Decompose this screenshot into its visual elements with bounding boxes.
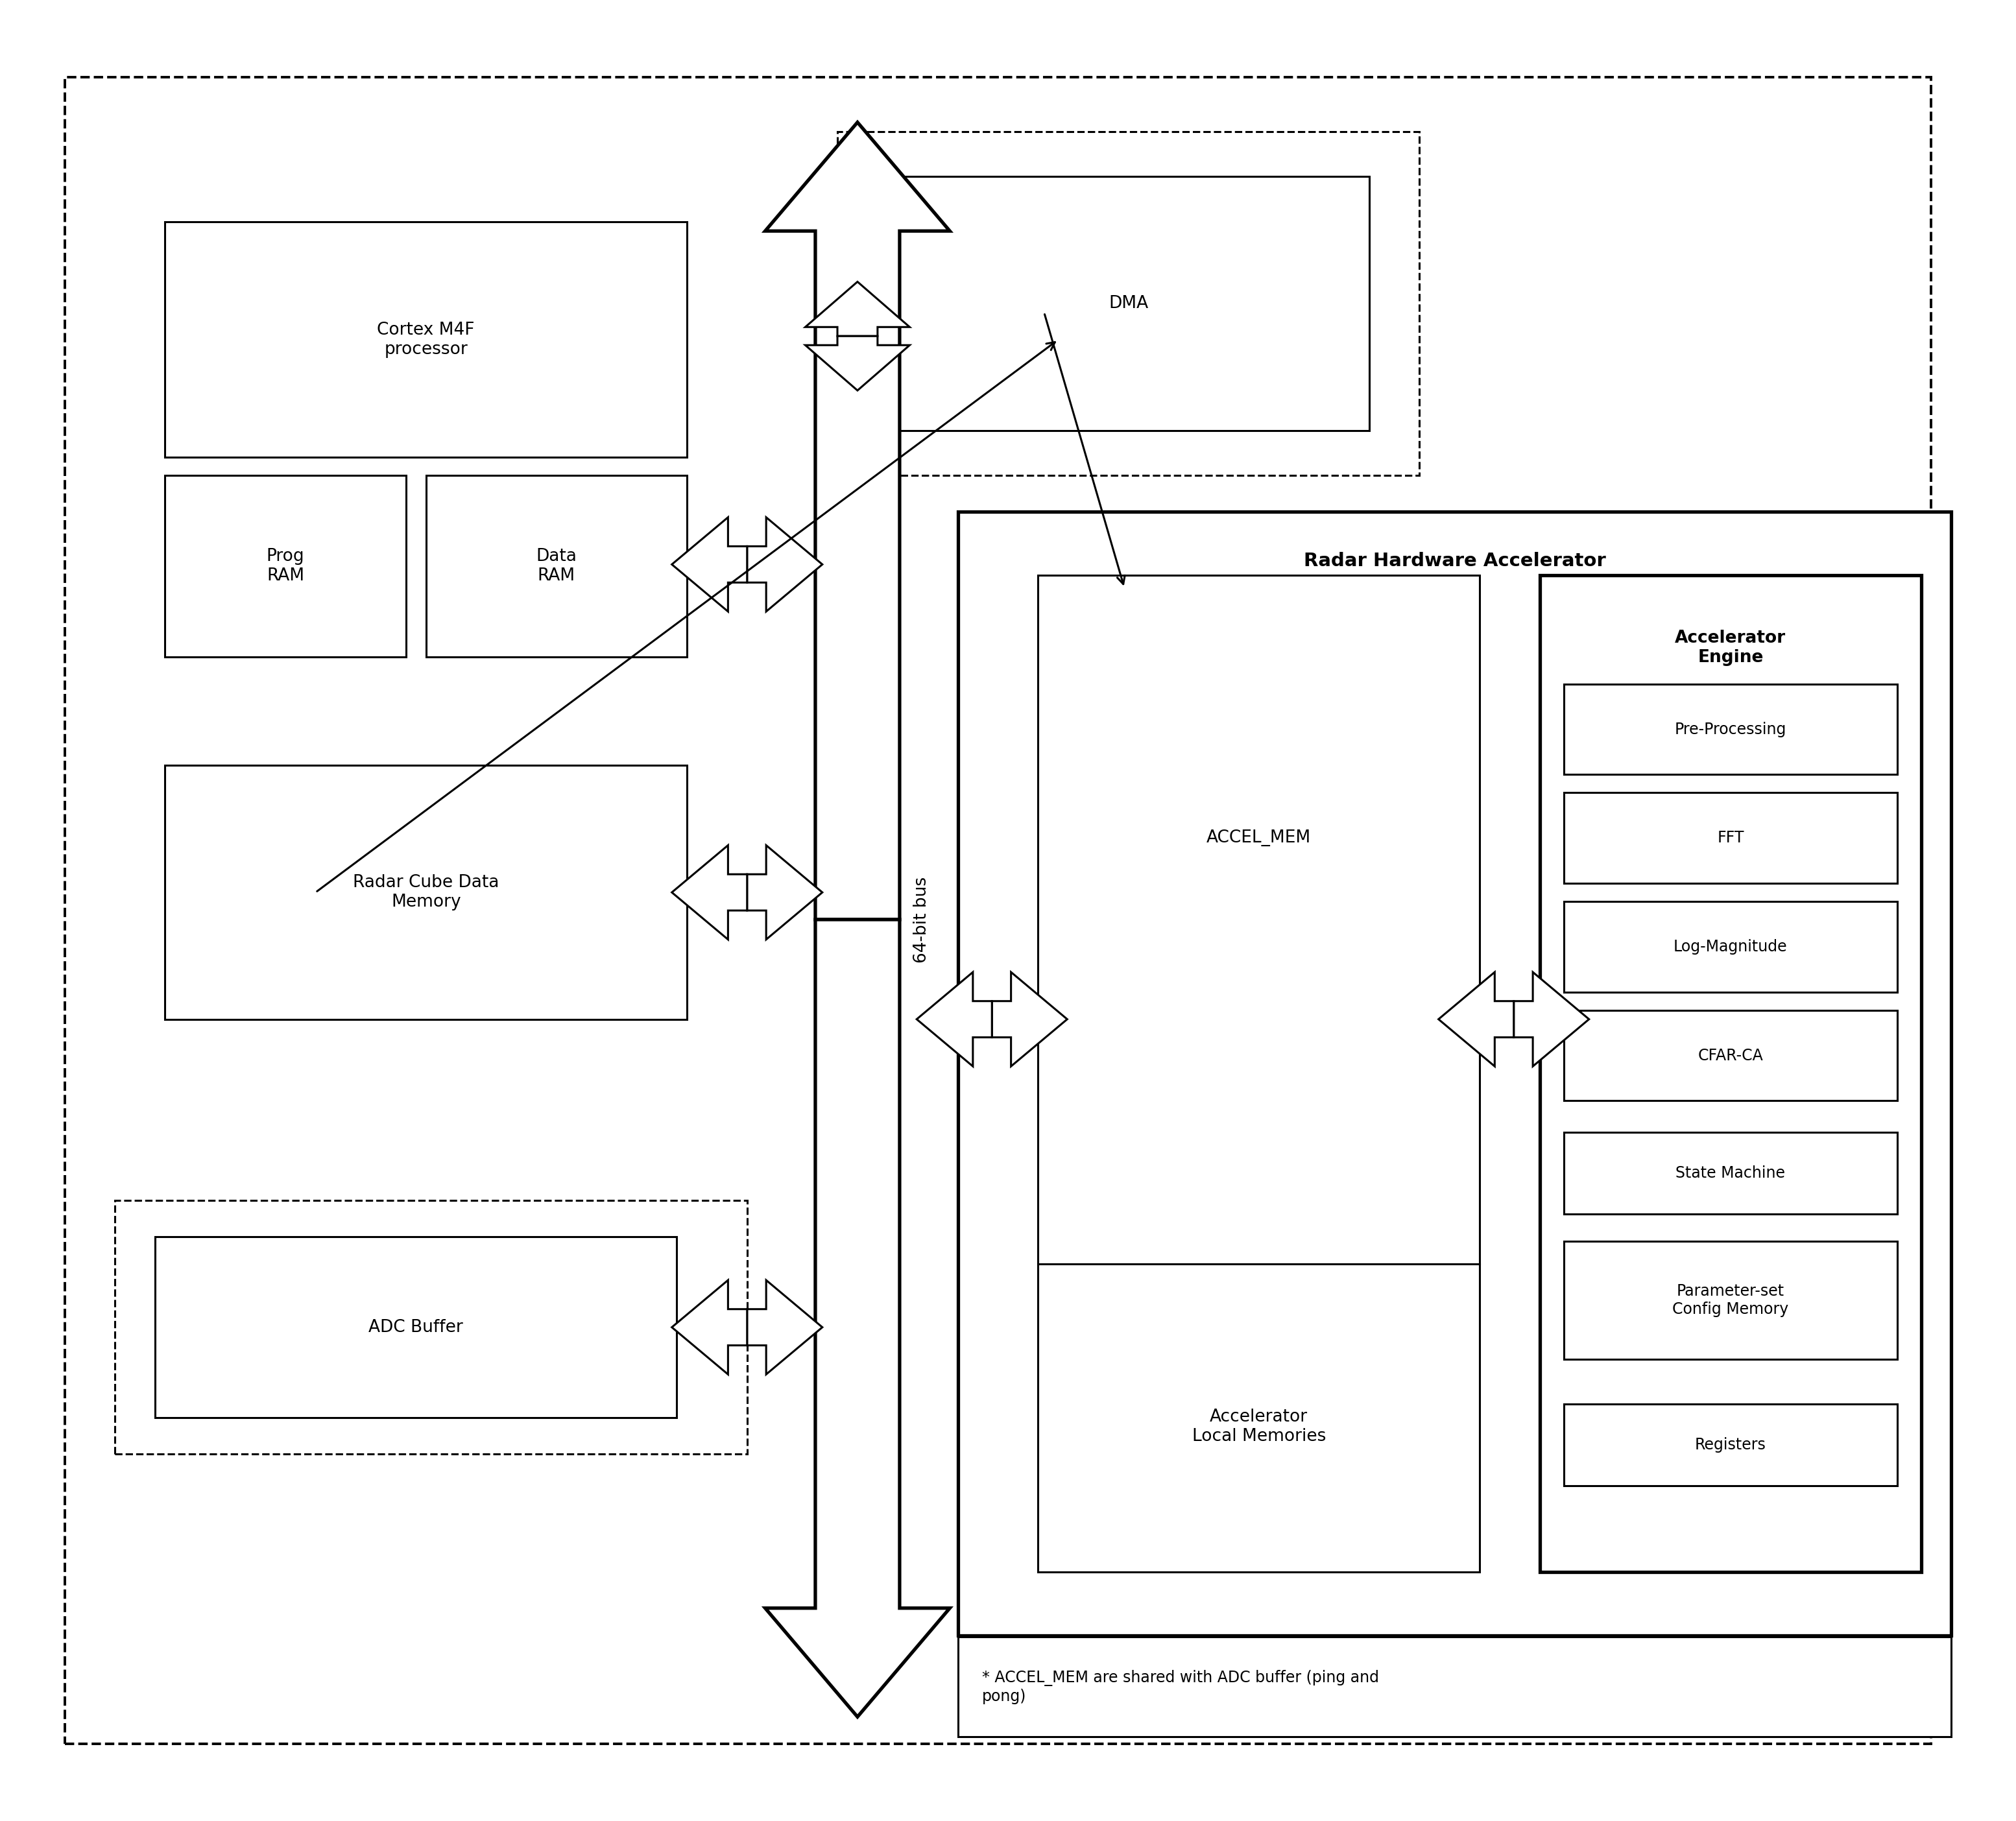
Polygon shape <box>766 920 950 1717</box>
Text: Log-Magnitude: Log-Magnitude <box>1673 940 1788 954</box>
Text: Pre-Processing: Pre-Processing <box>1675 721 1786 738</box>
FancyBboxPatch shape <box>1564 1011 1897 1100</box>
FancyBboxPatch shape <box>165 765 687 1020</box>
FancyBboxPatch shape <box>837 131 1419 475</box>
Polygon shape <box>671 517 748 612</box>
FancyBboxPatch shape <box>1564 685 1897 774</box>
Polygon shape <box>1439 972 1514 1067</box>
Text: Data
RAM: Data RAM <box>536 548 577 585</box>
Text: Prog
RAM: Prog RAM <box>266 548 304 585</box>
FancyBboxPatch shape <box>115 1200 748 1455</box>
FancyBboxPatch shape <box>1564 1242 1897 1358</box>
Text: ADC Buffer: ADC Buffer <box>369 1318 464 1335</box>
Text: Cortex M4F
processor: Cortex M4F processor <box>377 322 476 359</box>
Text: DMA: DMA <box>1109 295 1149 311</box>
FancyBboxPatch shape <box>155 1236 677 1419</box>
FancyBboxPatch shape <box>165 475 405 657</box>
Text: Registers: Registers <box>1695 1437 1766 1453</box>
Polygon shape <box>804 282 909 337</box>
Text: Accelerator
Local Memories: Accelerator Local Memories <box>1191 1409 1327 1446</box>
FancyBboxPatch shape <box>887 177 1369 430</box>
FancyBboxPatch shape <box>1540 575 1921 1572</box>
Polygon shape <box>766 122 950 920</box>
Text: * ACCEL_MEM are shared with ADC buffer (ping and
pong): * ACCEL_MEM are shared with ADC buffer (… <box>982 1670 1379 1704</box>
Polygon shape <box>748 1280 823 1375</box>
FancyBboxPatch shape <box>958 1637 1951 1737</box>
Text: Radar Cube Data
Memory: Radar Cube Data Memory <box>353 874 500 910</box>
Polygon shape <box>748 845 823 940</box>
FancyBboxPatch shape <box>958 512 1951 1635</box>
Polygon shape <box>671 845 748 940</box>
Polygon shape <box>992 972 1066 1067</box>
Text: ACCEL_MEM: ACCEL_MEM <box>1208 830 1310 847</box>
FancyBboxPatch shape <box>165 222 687 457</box>
FancyBboxPatch shape <box>1564 792 1897 883</box>
Polygon shape <box>748 517 823 612</box>
Text: Parameter-set
Config Memory: Parameter-set Config Memory <box>1673 1284 1788 1317</box>
Polygon shape <box>917 972 992 1067</box>
Polygon shape <box>804 337 909 390</box>
Text: CFAR-CA: CFAR-CA <box>1697 1047 1764 1063</box>
FancyBboxPatch shape <box>1038 575 1480 1572</box>
Text: State Machine: State Machine <box>1675 1165 1786 1182</box>
FancyBboxPatch shape <box>65 76 1931 1745</box>
Text: 64-bit bus: 64-bit bus <box>913 876 929 963</box>
Polygon shape <box>671 1280 748 1375</box>
Polygon shape <box>1514 972 1589 1067</box>
FancyBboxPatch shape <box>1564 901 1897 992</box>
Text: Accelerator
Engine: Accelerator Engine <box>1675 630 1786 666</box>
FancyBboxPatch shape <box>1564 1133 1897 1215</box>
FancyBboxPatch shape <box>1564 1404 1897 1486</box>
Text: Radar Hardware Accelerator: Radar Hardware Accelerator <box>1304 552 1605 570</box>
FancyBboxPatch shape <box>425 475 687 657</box>
Text: FFT: FFT <box>1718 830 1744 845</box>
